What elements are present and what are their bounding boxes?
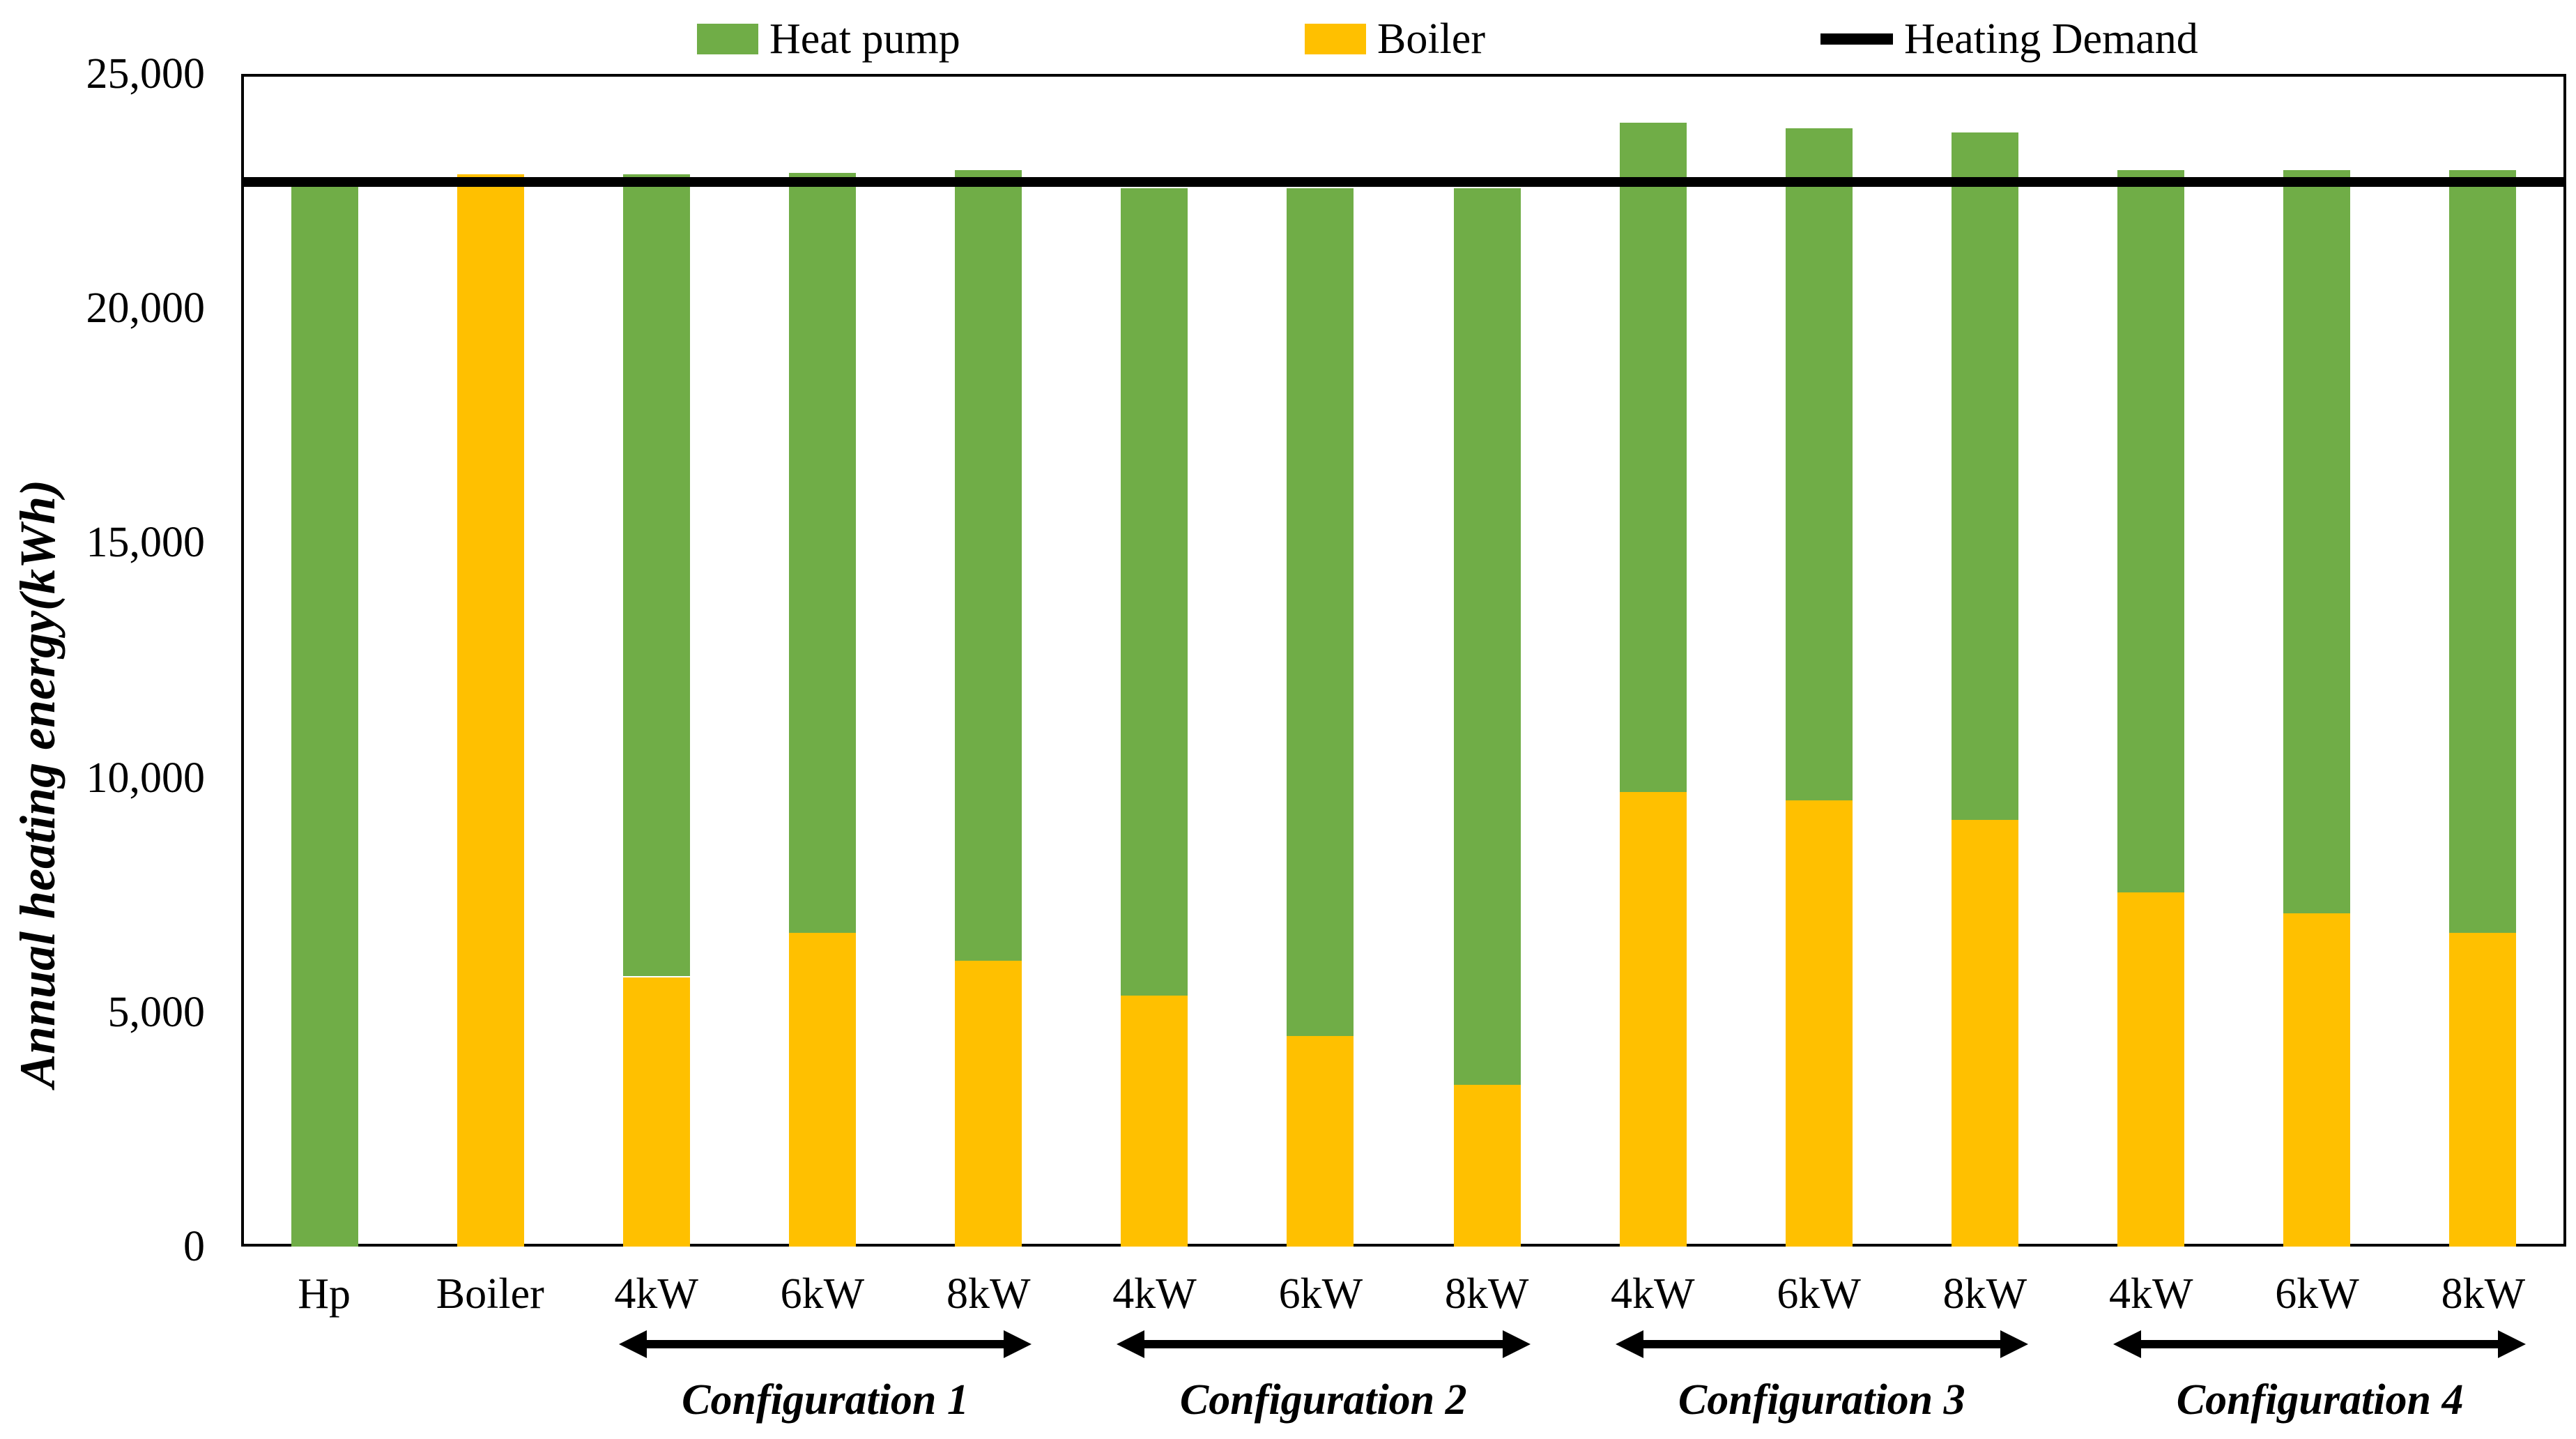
x-axis-label: 8kW bbox=[1444, 1269, 1529, 1318]
bar-segment-boiler bbox=[789, 932, 856, 1247]
legend-item-heat-pump: Heat pump bbox=[697, 8, 960, 70]
bar-segment-boiler bbox=[622, 977, 690, 1247]
bar-segment-heat-pump bbox=[1121, 188, 1188, 996]
x-axis-label: 4kW bbox=[1611, 1269, 1695, 1318]
bar-segment-heat-pump bbox=[789, 172, 856, 933]
bar-segment-heat-pump bbox=[1785, 128, 1853, 801]
group-arrow-left-head-icon bbox=[1615, 1330, 1643, 1358]
bar-segment-boiler bbox=[1785, 800, 1853, 1247]
bar-segment-boiler bbox=[1121, 996, 1188, 1247]
bar-segment-heat-pump bbox=[1287, 188, 1354, 1036]
bar-segment-heat-pump bbox=[955, 170, 1022, 961]
group-arrow-left-head-icon bbox=[2113, 1330, 2142, 1358]
y-tick-label: 15,000 bbox=[86, 517, 206, 567]
configuration-label: Configuration 2 bbox=[1179, 1375, 1467, 1424]
bar-segment-boiler bbox=[955, 960, 1022, 1247]
group-arrow-left-head-icon bbox=[1117, 1330, 1145, 1358]
group-arrow-right-head-icon bbox=[2000, 1330, 2028, 1358]
heating-demand-line-icon bbox=[1820, 33, 1893, 45]
bar-segment-heat-pump bbox=[622, 174, 690, 977]
bar-segment-heat-pump bbox=[2117, 170, 2185, 893]
group-arrow-shaft bbox=[2138, 1340, 2501, 1348]
legend-item-boiler: Boiler bbox=[1305, 8, 1485, 70]
bar-segment-boiler bbox=[457, 174, 524, 1247]
x-axis-label: 6kW bbox=[2275, 1269, 2359, 1318]
x-axis-label: 4kW bbox=[614, 1269, 698, 1318]
bar-segment-heat-pump bbox=[291, 186, 358, 1247]
bar-segment-heat-pump bbox=[2449, 170, 2517, 933]
group-arrow-shaft bbox=[643, 1340, 1007, 1348]
bar-segment-boiler bbox=[2117, 892, 2185, 1247]
group-arrow-shaft bbox=[1640, 1340, 2003, 1348]
x-axis-label: 8kW bbox=[946, 1269, 1031, 1318]
plot-area bbox=[241, 74, 2566, 1247]
heating-demand-line-rule bbox=[241, 176, 2566, 187]
legend-label-heating-demand: Heating Demand bbox=[1904, 14, 2198, 63]
bar-segment-heat-pump bbox=[1619, 123, 1687, 792]
x-axis-label: Hp bbox=[298, 1269, 351, 1318]
bar-segment-boiler bbox=[1952, 819, 2018, 1247]
bar-segment-heat-pump bbox=[1453, 188, 1521, 1085]
x-axis-label: 6kW bbox=[780, 1269, 865, 1318]
y-tick-label: 10,000 bbox=[86, 752, 206, 802]
group-arrow-shaft bbox=[1142, 1340, 1505, 1348]
heat-pump-swatch-icon bbox=[697, 24, 758, 54]
group-arrow-right-head-icon bbox=[1502, 1330, 1531, 1358]
y-tick-label: 25,000 bbox=[86, 49, 206, 98]
x-axis-label: Boiler bbox=[436, 1269, 544, 1318]
configuration-label: Configuration 1 bbox=[682, 1375, 969, 1424]
x-axis-label: 6kW bbox=[1278, 1269, 1363, 1318]
legend-item-heating-demand: Heating Demand bbox=[1820, 8, 2198, 70]
x-axis-label: 4kW bbox=[1112, 1269, 1197, 1318]
bar-segment-boiler bbox=[1453, 1084, 1521, 1247]
bar-segment-heat-pump bbox=[1952, 132, 2018, 820]
x-axis-label: 8kW bbox=[1942, 1269, 2027, 1318]
bar-segment-boiler bbox=[1619, 791, 1687, 1247]
y-tick-label: 20,000 bbox=[86, 283, 206, 333]
bar-segment-boiler bbox=[1287, 1035, 1354, 1247]
y-tick-label: 0 bbox=[183, 1221, 205, 1270]
configuration-label: Configuration 3 bbox=[1678, 1375, 1965, 1424]
group-arrow-left-head-icon bbox=[618, 1330, 647, 1358]
x-axis-label: 8kW bbox=[2441, 1269, 2526, 1318]
x-axis-label: 6kW bbox=[1777, 1269, 1861, 1318]
bar-segment-boiler bbox=[2283, 913, 2351, 1247]
y-tick-label: 5,000 bbox=[107, 987, 206, 1036]
legend-label-boiler: Boiler bbox=[1377, 14, 1485, 63]
legend-label-heat-pump: Heat pump bbox=[769, 14, 960, 63]
x-axis-label: 4kW bbox=[2109, 1269, 2193, 1318]
boiler-swatch-icon bbox=[1305, 24, 1366, 54]
bar-segment-boiler bbox=[2449, 932, 2517, 1247]
bar-segment-heat-pump bbox=[2283, 170, 2351, 914]
group-arrow-right-head-icon bbox=[1004, 1330, 1032, 1358]
configuration-label: Configuration 4 bbox=[2176, 1375, 2464, 1424]
group-arrow-right-head-icon bbox=[2498, 1330, 2527, 1358]
